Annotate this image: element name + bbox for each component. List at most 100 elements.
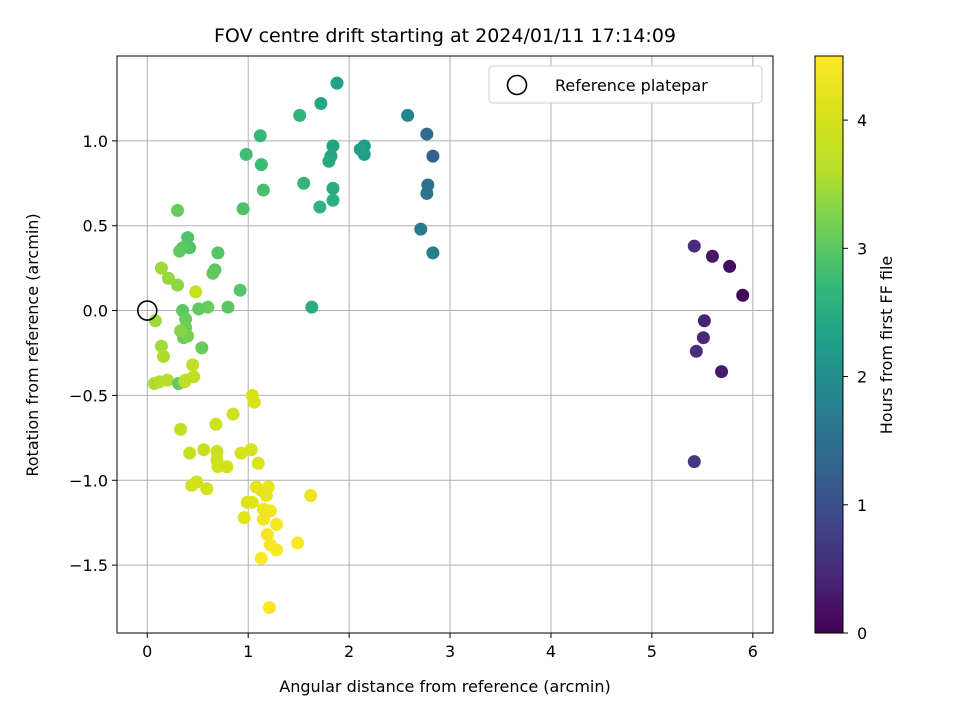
x-tick-label: 6 bbox=[748, 642, 758, 661]
scatter-point bbox=[313, 200, 327, 214]
scatter-point bbox=[195, 341, 209, 355]
reference-platepar-marker bbox=[136, 300, 158, 321]
y-tick-label: −0.5 bbox=[69, 386, 108, 405]
scatter-point bbox=[187, 370, 201, 384]
scatter-point bbox=[697, 314, 711, 328]
scatter-point bbox=[247, 395, 261, 409]
scatter-point bbox=[269, 517, 283, 531]
scatter-point bbox=[161, 271, 175, 285]
scatter-point bbox=[181, 231, 195, 245]
scatter-point bbox=[211, 460, 225, 474]
scatter-point bbox=[256, 512, 270, 526]
scatter-point bbox=[189, 285, 203, 299]
scatter-point bbox=[420, 186, 434, 200]
colorbar-ticks: 0 1 2 3 4 bbox=[843, 111, 867, 643]
colorbar-label: Hours from first FF file bbox=[877, 256, 896, 435]
colorbar-tick-label: 0 bbox=[857, 624, 867, 643]
reference-point bbox=[136, 300, 158, 321]
scatter-point bbox=[326, 139, 340, 153]
scatter-point bbox=[326, 181, 340, 195]
scatter-point bbox=[330, 76, 344, 90]
scatter-point bbox=[254, 158, 268, 172]
scatter-point bbox=[687, 455, 701, 469]
colorbar-gradient bbox=[814, 55, 844, 634]
plot-frame bbox=[116, 55, 774, 634]
scatter-point bbox=[237, 511, 251, 525]
scatter-point bbox=[426, 149, 440, 163]
scatter-point bbox=[414, 222, 428, 236]
legend: Reference platepar bbox=[488, 65, 763, 104]
x-axis: 0 1 2 3 4 5 6 bbox=[142, 633, 758, 661]
scatter-point bbox=[420, 127, 434, 141]
scatter-point bbox=[197, 443, 211, 457]
y-tick-label: 0.0 bbox=[83, 302, 108, 321]
scatter-point bbox=[234, 446, 248, 460]
y-tick-label: 1.0 bbox=[83, 132, 108, 151]
scatter-point bbox=[253, 129, 267, 143]
scatter-point bbox=[291, 536, 305, 550]
scatter-point bbox=[174, 422, 188, 436]
scatter-point bbox=[705, 249, 719, 263]
scatter-point bbox=[723, 259, 737, 273]
scatter-point bbox=[297, 176, 311, 190]
legend-label: Reference platepar bbox=[555, 76, 708, 95]
scatter-point bbox=[220, 460, 234, 474]
x-tick-label: 1 bbox=[243, 642, 253, 661]
y-tick-label: −1.0 bbox=[69, 471, 108, 490]
colorbar-tick-label: 1 bbox=[857, 496, 867, 515]
scatter-point bbox=[226, 407, 240, 421]
scatter-point bbox=[148, 314, 162, 328]
scatter-point bbox=[426, 246, 440, 260]
scatter-point bbox=[200, 482, 214, 496]
scatter-point bbox=[174, 324, 188, 338]
scatter-point bbox=[256, 183, 270, 197]
scatter-point bbox=[245, 495, 259, 509]
scatter-point bbox=[154, 261, 168, 275]
scatter-point bbox=[259, 489, 273, 503]
scatter-point bbox=[353, 142, 367, 156]
scatter-point bbox=[314, 97, 328, 111]
scatter-point bbox=[160, 373, 174, 387]
scatter-point bbox=[687, 239, 701, 253]
scatter-point bbox=[260, 528, 274, 542]
scatter-point bbox=[209, 417, 223, 431]
scatter-point bbox=[154, 339, 168, 353]
scatter-point bbox=[211, 246, 225, 260]
colorbar-tick-label: 3 bbox=[857, 239, 867, 258]
y-tick-label: −1.5 bbox=[69, 556, 108, 575]
x-axis-label: Angular distance from reference (arcmin) bbox=[279, 677, 610, 696]
scatter-point bbox=[254, 551, 268, 565]
legend-box bbox=[488, 65, 763, 104]
y-axis-label: Rotation from reference (arcmin) bbox=[23, 213, 42, 476]
colorbar: 0 1 2 3 4 Hours from first FF file bbox=[814, 55, 896, 643]
scatter-point bbox=[736, 288, 750, 302]
legend-marker-open-circle bbox=[506, 74, 528, 96]
scatter-point bbox=[269, 543, 283, 557]
grid bbox=[117, 56, 773, 633]
colorbar-tick-label: 2 bbox=[857, 368, 867, 387]
x-tick-label: 0 bbox=[142, 642, 152, 661]
scatter-point bbox=[236, 202, 250, 216]
x-tick-label: 3 bbox=[445, 642, 455, 661]
scatter-point bbox=[326, 193, 340, 207]
scatter-point bbox=[233, 283, 247, 297]
scatter-point bbox=[171, 203, 185, 217]
scatter-point bbox=[689, 344, 703, 358]
scatter-point bbox=[156, 349, 170, 363]
scatter-points bbox=[147, 76, 750, 615]
x-tick-label: 5 bbox=[647, 642, 657, 661]
y-tick-label: 0.5 bbox=[83, 217, 108, 236]
scatter-point bbox=[173, 244, 187, 258]
scatter-point bbox=[304, 489, 318, 503]
scatter-point bbox=[171, 278, 185, 292]
chart-title: FOV centre drift starting at 2024/01/11 … bbox=[214, 25, 676, 47]
scatter-point bbox=[305, 300, 319, 314]
scatter-point bbox=[206, 266, 220, 280]
scatter-point bbox=[244, 443, 258, 457]
scatter-point bbox=[251, 456, 265, 470]
scatter-point bbox=[221, 300, 235, 314]
colorbar-tick-label: 4 bbox=[857, 111, 867, 130]
y-axis: −1.5 −1.0 −0.5 0.0 0.5 1.0 bbox=[69, 132, 117, 575]
scatter-point bbox=[192, 302, 206, 316]
scatter-point bbox=[185, 478, 199, 492]
